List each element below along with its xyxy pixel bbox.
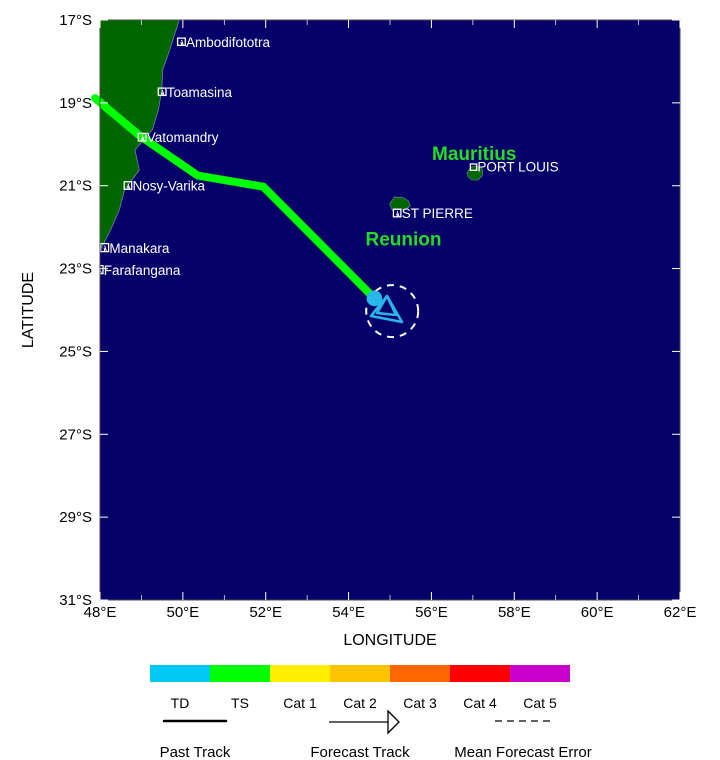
svg-text:62°E: 62°E xyxy=(664,604,697,621)
svg-text:Vatomandry: Vatomandry xyxy=(147,130,219,145)
svg-text:27°S: 27°S xyxy=(59,426,92,443)
svg-text:LATITUDE: LATITUDE xyxy=(20,272,37,348)
svg-text:52°E: 52°E xyxy=(249,604,282,621)
svg-text:Mauritius: Mauritius xyxy=(432,144,516,165)
svg-text:Toamasina: Toamasina xyxy=(167,85,233,100)
svg-text:Cat 5: Cat 5 xyxy=(523,695,557,711)
svg-text:31°S: 31°S xyxy=(59,592,92,609)
svg-text:TD: TD xyxy=(171,695,190,711)
svg-text:Cat 2: Cat 2 xyxy=(343,695,377,711)
svg-text:Cat 4: Cat 4 xyxy=(463,695,497,711)
svg-text:50°E: 50°E xyxy=(167,604,200,621)
svg-text:Farafangana: Farafangana xyxy=(104,263,181,278)
svg-text:Forecast Track: Forecast Track xyxy=(310,744,410,760)
svg-text:60°E: 60°E xyxy=(581,604,614,621)
svg-text:Mean Forecast Error: Mean Forecast Error xyxy=(454,744,592,760)
svg-text:29°S: 29°S xyxy=(59,509,92,526)
svg-text:56°E: 56°E xyxy=(415,604,448,621)
svg-text:Past Track: Past Track xyxy=(160,744,231,760)
svg-text:Ambodifototra: Ambodifototra xyxy=(186,35,271,50)
svg-text:Cat 3: Cat 3 xyxy=(403,695,437,711)
svg-text:LONGITUDE: LONGITUDE xyxy=(343,632,436,649)
svg-text:Manakara: Manakara xyxy=(109,241,170,256)
svg-text:25°S: 25°S xyxy=(59,343,92,360)
svg-text:19°S: 19°S xyxy=(59,95,92,112)
svg-text:58°E: 58°E xyxy=(498,604,531,621)
svg-text:17°S: 17°S xyxy=(59,12,92,29)
svg-text:Nosy-Varika: Nosy-Varika xyxy=(133,178,206,193)
svg-text:23°S: 23°S xyxy=(59,261,92,278)
svg-text:21°S: 21°S xyxy=(59,178,92,195)
svg-text:ST PIERRE: ST PIERRE xyxy=(402,206,473,221)
svg-text:Reunion: Reunion xyxy=(366,230,442,251)
svg-text:Cat 1: Cat 1 xyxy=(283,695,317,711)
svg-text:54°E: 54°E xyxy=(332,604,365,621)
svg-text:TS: TS xyxy=(231,695,249,711)
